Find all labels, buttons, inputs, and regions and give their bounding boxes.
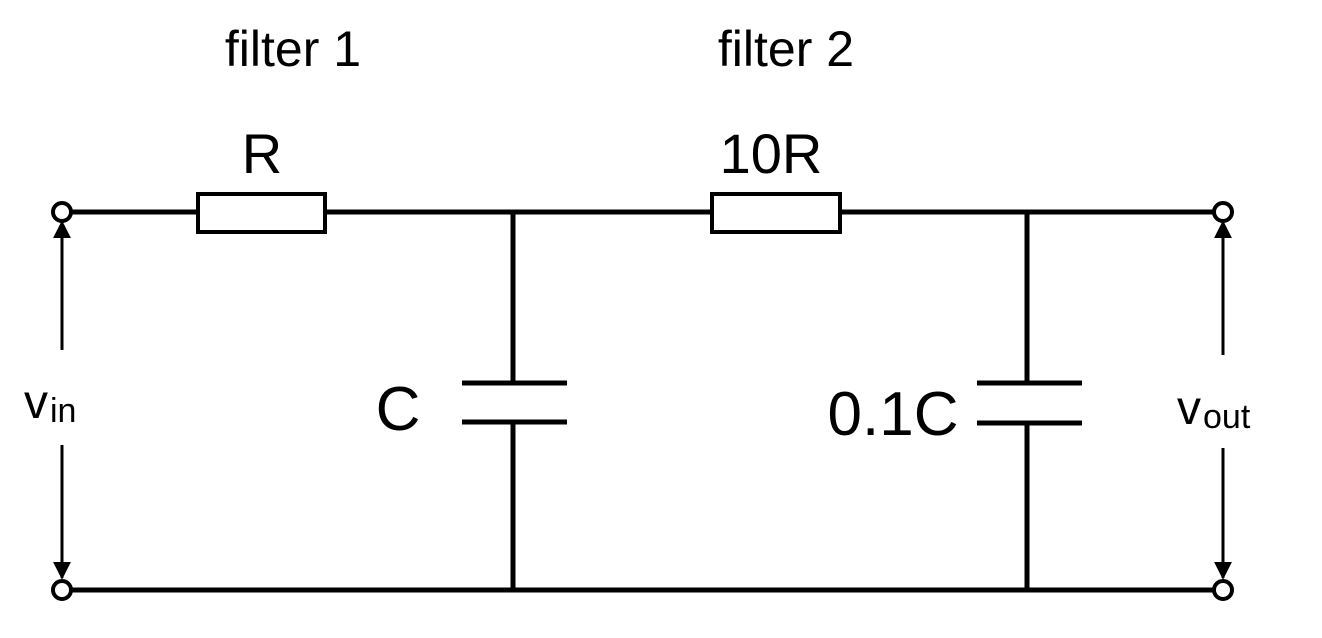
resistor-r xyxy=(196,192,327,234)
filter2-label: filter 2 xyxy=(718,21,854,77)
cap-01c-label: 0.1C xyxy=(828,380,959,449)
vin-main: v xyxy=(24,376,48,429)
vout-sub: out xyxy=(1203,398,1251,436)
terminal-in-top xyxy=(51,201,73,223)
vout-label: vout xyxy=(1177,382,1251,436)
terminal-out-top xyxy=(1212,201,1234,223)
resistor-r-label: R xyxy=(242,122,282,185)
vout-main: v xyxy=(1177,382,1201,435)
vin-label: vin xyxy=(24,376,76,430)
resistor-10r-label: 10R xyxy=(720,122,823,185)
terminal-in-bottom xyxy=(51,579,73,601)
terminal-out-bottom xyxy=(1212,579,1234,601)
filter1-label: filter 1 xyxy=(225,21,361,77)
resistor-10r xyxy=(710,192,842,234)
vin-sub: in xyxy=(50,392,76,430)
cap-c-label: C xyxy=(376,375,421,444)
